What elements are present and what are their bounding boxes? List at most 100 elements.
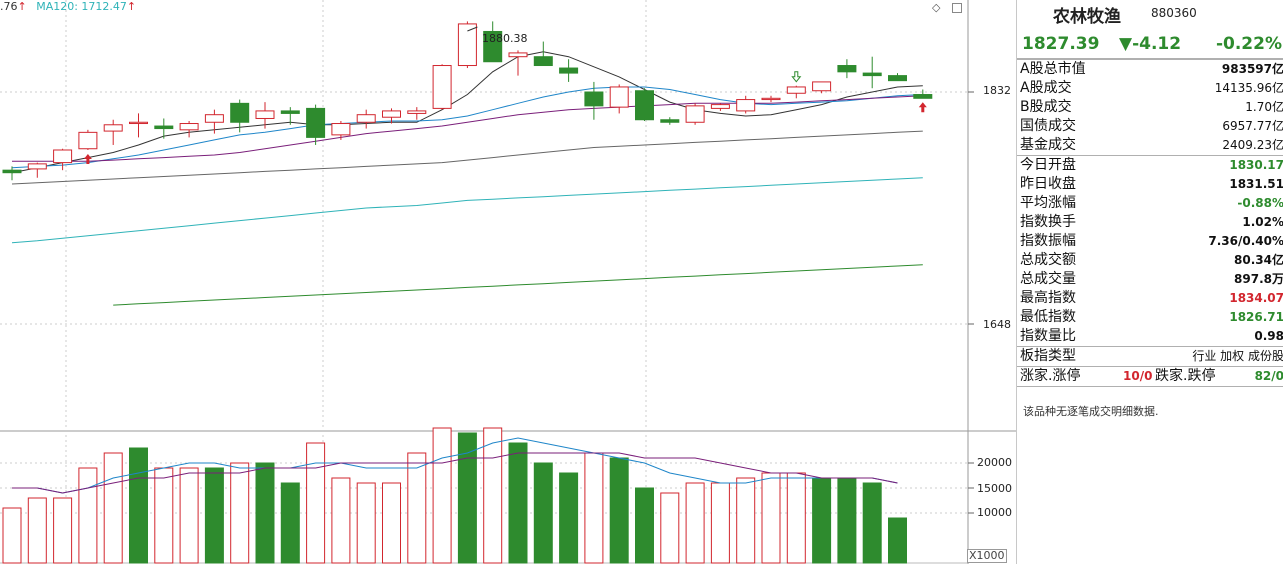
ma5-legend-value: .76 [0, 0, 18, 13]
volume-bar [685, 482, 705, 564]
candle-body [154, 125, 174, 130]
index-type-row: 板指类型 行业 加权 成份股 [1017, 346, 1283, 366]
buy-arrow-icon [918, 102, 927, 113]
candle-body [685, 105, 705, 123]
price-change: ▼-4.12 [1119, 34, 1182, 54]
candle-body [761, 97, 781, 101]
quote-row: 总成交额 80.34亿 [1017, 251, 1283, 270]
volume-unit-label: X1000 [967, 549, 1007, 563]
volume-bar [888, 517, 907, 564]
advance-decline-row: 涨家.涨停 10/0 跌家.跌停 82/0 [1017, 366, 1283, 387]
volume-bar [609, 457, 629, 564]
kline-chart[interactable] [0, 0, 1016, 564]
up-count-label: 涨家.涨停 [1020, 368, 1081, 384]
ma120-arrow-icon: ↑ [126, 0, 137, 13]
candle-body [559, 67, 579, 74]
index-type-value[interactable]: 行业 加权 成份股 [1192, 349, 1283, 363]
volume-bar [204, 467, 224, 564]
candle-body [609, 86, 629, 108]
candle-body [27, 163, 47, 170]
index-type-label: 板指类型 [1020, 348, 1076, 364]
volume-bar [483, 427, 503, 564]
quote-row-label: A股成交 [1020, 80, 1072, 96]
volume-bar [53, 497, 73, 564]
quote-row: B股成交 1.70亿 [1017, 98, 1283, 117]
candle-body [888, 75, 907, 82]
sell-arrow-icon [791, 71, 802, 83]
quote-row-label: 指数振幅 [1020, 233, 1076, 249]
quote-row-value: 1.02% [1242, 215, 1283, 229]
candle-body [837, 65, 857, 73]
volume-bar [660, 492, 680, 564]
candle-body [407, 110, 427, 114]
quote-row-value: -0.88% [1237, 196, 1283, 210]
chart-grid [0, 0, 1016, 564]
quote-row-label: B股成交 [1020, 99, 1072, 115]
quote-row-value: 1.70亿 [1245, 100, 1283, 114]
quote-row: A股成交 14135.96亿 [1017, 79, 1283, 98]
volume-bar [306, 442, 326, 564]
volume-bar [508, 442, 528, 564]
volume-bar [837, 477, 857, 564]
quote-row-label: 今日开盘 [1020, 157, 1076, 173]
security-code: 880360 [1151, 6, 1197, 20]
candle-body [129, 121, 148, 125]
candle-body [786, 86, 806, 94]
quote-row-value: 1826.71 [1229, 310, 1283, 324]
ma-line-ma10 [11, 86, 923, 169]
high-price-label: 1880.38 [482, 32, 528, 45]
ma-line-ma5 [11, 51, 923, 174]
candle-body [103, 124, 123, 132]
price-summary: 1827.39 ▼-4.12 -0.22% [1017, 30, 1283, 59]
diamond-icon[interactable]: ◇ [932, 1, 941, 14]
ma-legend: .76↑ MA120: 1712.47↑ [0, 0, 136, 13]
candle-body [710, 104, 730, 109]
panel-toggle-icon[interactable] [951, 3, 962, 13]
volume-bars[interactable] [2, 427, 907, 564]
quote-row: 总成交量 897.8万 [1017, 270, 1283, 289]
volume-ma-lines [12, 437, 898, 494]
quote-row-label: 基金成交 [1020, 137, 1076, 153]
price-axis-label-1: 1832 [983, 84, 1011, 97]
quote-row-value: 1831.51 [1229, 177, 1283, 191]
quote-row: 指数换手 1.02% [1017, 213, 1283, 232]
volume-bar [812, 477, 832, 564]
down-count-value: 82/0 [1254, 369, 1283, 383]
quote-row-value: 14135.96亿 [1214, 81, 1283, 95]
volume-bar [356, 482, 376, 564]
candlesticks[interactable] [2, 21, 933, 181]
quote-row-value: 897.8万 [1234, 272, 1283, 286]
volume-bar [533, 462, 553, 564]
candle-body [432, 65, 452, 109]
quote-row-label: 国债成交 [1020, 118, 1076, 134]
quote-row-value: 0.98 [1254, 329, 1283, 343]
volume-bar [559, 472, 579, 564]
no-tick-data-note: 该品种无逐笔成交明细数据. [1023, 405, 1159, 418]
quote-stats: A股总市值 983597亿 A股成交 14135.96亿 B股成交 1.70亿 国债成交 69… [1017, 59, 1283, 346]
quote-row-value: 2409.23亿 [1222, 138, 1283, 152]
chart-toolbar: ◇ [932, 1, 962, 14]
quote-row-label: 指数换手 [1020, 214, 1076, 230]
volume-bar [2, 507, 22, 564]
candle-body [204, 114, 224, 123]
volume-bar [129, 447, 148, 564]
ma5-arrow-icon: ↑ [17, 0, 27, 13]
volume-bar [635, 487, 654, 564]
quote-row: A股总市值 983597亿 [1017, 59, 1283, 79]
candle-body [533, 56, 553, 67]
down-count-label: 跌家.跌停 [1155, 368, 1216, 384]
price-ma-lines [11, 51, 923, 306]
security-header: 农林牧渔 880360 [1017, 0, 1283, 30]
ma-line-ma250 [113, 264, 923, 306]
candle-body [2, 169, 22, 174]
volume-axis-label-2: 15000 [977, 482, 1012, 495]
high-marker-line [467, 26, 478, 32]
candle-body [584, 91, 604, 107]
signal-markers [83, 26, 927, 164]
last-price: 1827.39 [1022, 34, 1100, 54]
security-name: 农林牧渔 [1053, 7, 1121, 27]
volume-bar [27, 497, 47, 564]
volume-bar [736, 477, 756, 564]
quote-row-value: 80.34亿 [1234, 253, 1283, 267]
volume-axis-label-1: 20000 [977, 456, 1012, 469]
